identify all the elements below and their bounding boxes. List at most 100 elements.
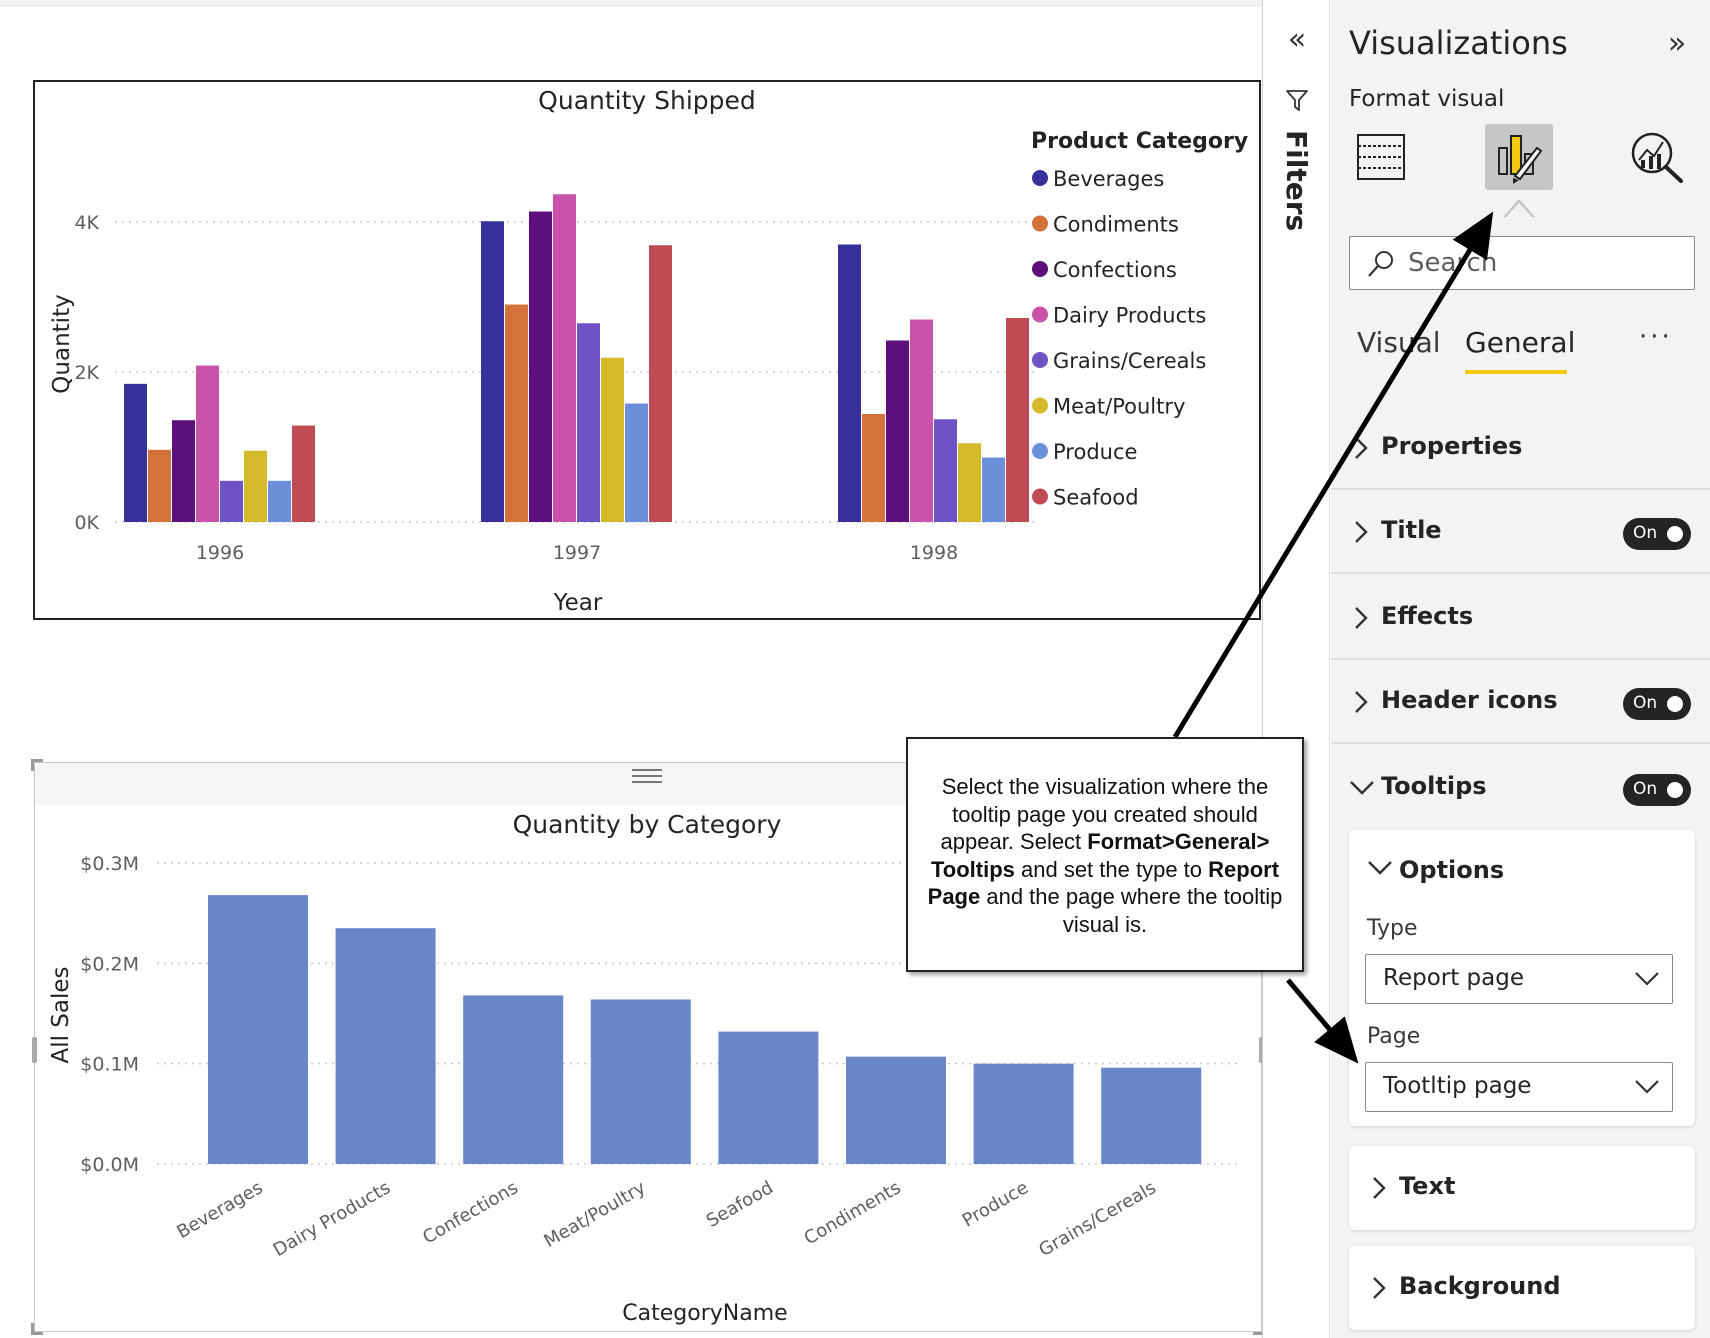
x-tick-label: 1996 [196,542,244,564]
section-effects[interactable]: Effects [1331,576,1710,660]
legend-item: Condiments [1053,213,1179,237]
resize-handle-top-left[interactable] [31,759,43,771]
type-dropdown[interactable]: Report page [1365,954,1673,1004]
resize-handle-bottom-left[interactable] [31,1323,43,1335]
y-tick-label: $0.1M [80,1054,139,1076]
bar [124,383,147,522]
collapse-icon[interactable]: « [1287,22,1307,57]
options-label: Options [1399,856,1505,884]
page-label: Page [1367,1024,1421,1049]
legend-item: Seafood [1053,486,1139,510]
chevron-down-icon [1350,781,1374,795]
title-toggle[interactable]: On [1623,518,1691,550]
toggle-label: On [1633,693,1658,713]
format-visual-tab[interactable] [1485,124,1553,190]
resize-handle-left[interactable] [32,1037,37,1063]
expand-icon[interactable]: » [1667,26,1687,61]
x-tick-label: Confections [419,1177,521,1248]
legend-marker [1032,443,1048,459]
section-title[interactable]: Title On [1331,490,1710,574]
bar [934,419,957,522]
callout-bold-text: Format>General> Tooltips [930,829,1270,882]
section-text[interactable]: Text [1349,1146,1695,1230]
page-dropdown[interactable]: Tootltip page [1365,1062,1673,1112]
x-tick-label: Beverages [173,1177,266,1243]
y-tick-label: $0.2M [80,953,139,975]
y-tick-label: 4K [74,212,99,234]
bar [886,340,909,522]
legend-marker [1032,215,1048,232]
section-label: Tooltips [1381,772,1487,800]
y-tick-label: 2K [74,362,99,384]
pane-title: Visualizations [1349,24,1568,62]
resize-handle-right[interactable] [1259,1037,1264,1063]
funnel-icon[interactable] [1285,88,1309,114]
legend-item: Produce [1053,440,1137,464]
filters-pane-collapsed[interactable]: « Filters [1262,0,1330,1338]
section-background[interactable]: Background [1349,1246,1695,1330]
search-input[interactable] [1408,245,1678,281]
more-options-icon[interactable]: ··· [1639,322,1673,352]
bar [577,323,600,522]
drag-grip-line[interactable] [632,775,662,777]
search-icon [1368,251,1393,277]
selected-tab-caret-inner [1505,203,1533,218]
section-properties[interactable]: Properties [1331,406,1710,490]
chart-title: Quantity by Category [513,810,782,839]
legend-marker [1032,352,1048,368]
callout-text: and the page where the tooltip visual is… [980,884,1283,937]
section-label: Effects [1381,602,1474,630]
build-visual-icon[interactable] [1355,132,1407,182]
legend-item: Grains/Cereals [1053,349,1206,373]
y-tick-label: $0.0M [80,1154,139,1176]
toggle-label: On [1633,523,1658,543]
bar [172,420,195,522]
type-label: Type [1367,916,1418,941]
header-icons-toggle[interactable]: On [1623,688,1691,720]
x-tick-label: Seafood [703,1177,777,1232]
legend-marker [1032,306,1048,323]
options-header[interactable]: Options [1349,830,1695,898]
legend-item: Beverages [1053,167,1164,191]
chevron-down-icon [1635,1080,1659,1094]
bar [1006,318,1029,522]
toggle-knob [1667,526,1683,542]
bar [220,480,243,522]
callout-bold-text: Report Page [927,856,1280,910]
section-label: Header icons [1381,686,1558,714]
drag-grip-line[interactable] [632,781,662,783]
tab-visual[interactable]: Visual [1357,326,1441,359]
bar [958,443,981,522]
drag-grip-line[interactable] [632,769,662,771]
x-tick-label: 1998 [910,542,958,564]
legend-title: Product Category [1031,129,1248,154]
bar [862,414,885,522]
legend-marker [1032,170,1048,186]
y-axis-label: All Sales [48,966,74,1063]
legend-item: Confections [1053,258,1177,282]
visualizations-pane: Visualizations » Format visual [1331,0,1710,1338]
callout-text: and set the type to [1014,856,1209,882]
section-label: Title [1381,516,1442,544]
chevron-right-icon [1355,437,1368,459]
toggle-knob [1667,782,1683,798]
bar [625,403,648,522]
section-tooltips[interactable]: Tooltips On [1331,746,1710,830]
x-tick-label: Meat/Poultry [540,1177,649,1252]
chevron-right-icon [1355,607,1368,629]
search-box[interactable] [1349,236,1695,290]
legend-item: Meat/Poultry [1053,395,1185,419]
quantity-shipped-visual[interactable]: 0K 2K 4K 1996 1997 1998 Product Category Bever… [33,80,1261,620]
tooltips-toggle[interactable]: On [1623,774,1691,806]
analytics-magnifier-icon[interactable] [1629,130,1685,184]
tab-general[interactable]: General [1465,326,1576,359]
x-axis-label: Year [553,590,603,616]
bar [846,1056,946,1164]
filters-label[interactable]: Filters [1280,130,1313,232]
chevron-right-icon [1355,691,1368,713]
page-dropdown-value: Tootltip page [1383,1073,1532,1099]
section-header-icons[interactable]: Header icons On [1331,660,1710,744]
chevron-right-icon [1373,1177,1386,1199]
section-label: Text [1399,1172,1456,1200]
